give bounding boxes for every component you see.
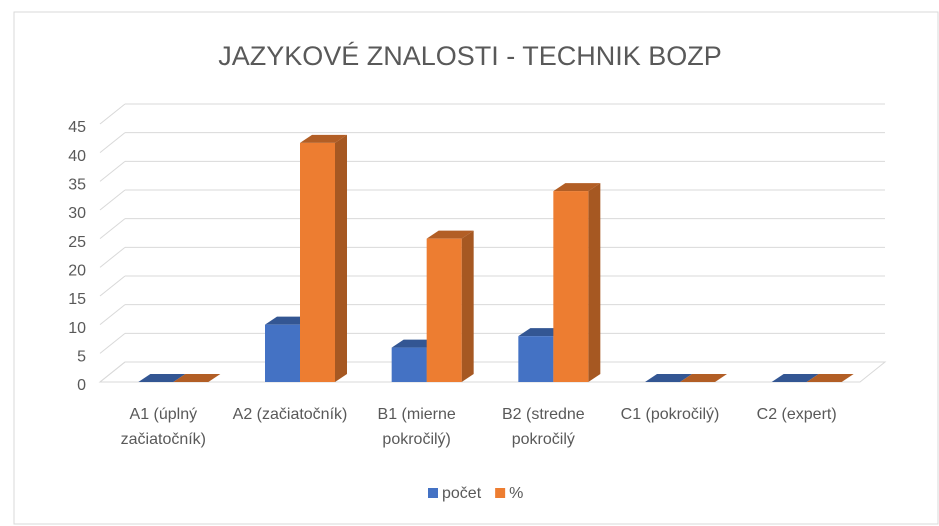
bar-top: [806, 374, 854, 382]
y-tick-label: 45: [68, 119, 86, 136]
legend-swatch: [428, 488, 438, 498]
side-grid-line: [99, 304, 126, 326]
x-tick-label: B2 (stredne pokročilý: [501, 406, 585, 448]
y-tick-label: 10: [68, 320, 86, 337]
bar: [265, 324, 300, 382]
side-grid-line: [99, 275, 126, 297]
bar-top: [300, 134, 347, 143]
bar-side: [588, 183, 601, 382]
bar: [300, 142, 335, 382]
y-tick-label: 25: [68, 234, 86, 251]
y-tick-label: 5: [77, 349, 86, 366]
bar: [518, 336, 554, 382]
legend-label: %: [509, 485, 523, 502]
chart-border: [13, 11, 939, 525]
bar-side: [461, 230, 474, 382]
legend-label: počet: [442, 485, 482, 502]
floor: [98, 361, 887, 383]
y-tick-label: 0: [77, 377, 86, 394]
side-grid-line: [99, 103, 126, 125]
x-tick-label: C1 (pokročilý): [620, 406, 720, 423]
bar-top: [680, 374, 727, 382]
y-tick-label: 30: [68, 205, 86, 222]
y-tick-label: 40: [68, 148, 86, 165]
side-grid-line: [99, 246, 126, 268]
legend-swatch: [495, 488, 506, 498]
y-tick-label: 35: [68, 177, 86, 194]
bar-top: [553, 183, 601, 192]
bar-side: [335, 134, 347, 382]
x-tick-label: C2 (expert): [756, 406, 837, 423]
y-tick-label: 15: [68, 291, 86, 308]
x-tick-label: A2 (začiatočník): [232, 406, 348, 423]
bar: [553, 191, 589, 382]
bar-top: [645, 374, 692, 382]
x-tick-label: A1 (úplný začiatočník): [120, 406, 207, 448]
y-tick-label: 20: [68, 263, 86, 280]
chart-title: JAZYKOVÉ ZNALOSTI - TECHNIK BOZP: [218, 41, 722, 71]
side-grid-line: [99, 160, 126, 182]
bar: [426, 238, 462, 382]
bar-top: [138, 374, 186, 382]
bar-top: [771, 374, 819, 382]
bar: [391, 347, 427, 382]
side-grid-line: [99, 332, 126, 354]
x-tick-label: B1 (mierne pokročilý): [377, 406, 456, 448]
side-grid-line: [99, 132, 126, 154]
bar-top: [426, 230, 474, 239]
side-grid-line: [99, 189, 126, 211]
side-grid-line: [99, 218, 126, 240]
bar-top: [173, 374, 221, 382]
